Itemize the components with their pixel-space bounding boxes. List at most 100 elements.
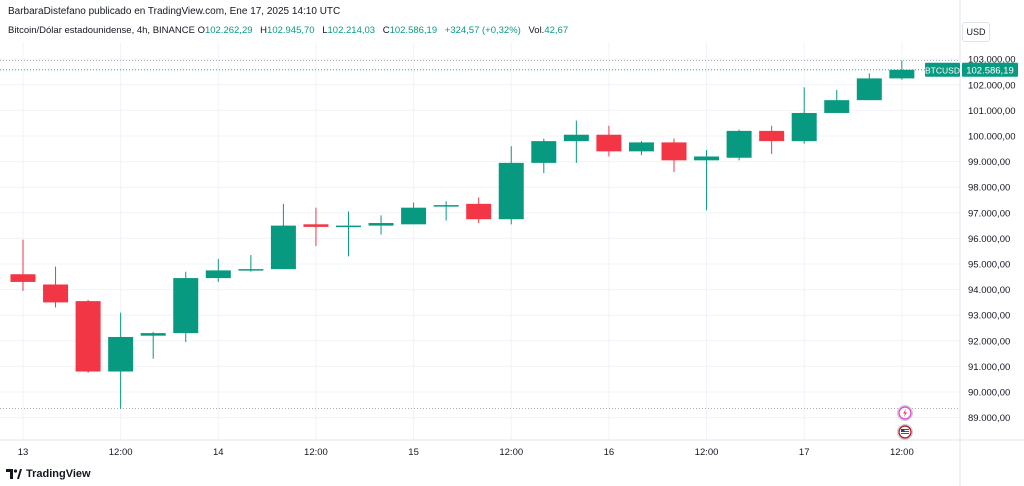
candle-body [270,225,296,270]
candle [531,138,557,174]
symbol-tag [925,62,960,77]
candle-body [628,142,654,152]
candle-body [140,333,166,336]
candles [10,60,915,409]
candle [824,89,850,113]
x-tick-label: 13 [18,447,29,458]
candle [759,125,785,154]
tradingview-footer[interactable]: TradingView [6,468,91,480]
open-label: O [197,25,205,36]
candle [336,211,361,257]
candle-body [108,336,134,372]
candle [368,215,394,235]
change-value: +324,57 (+0,32%) [444,25,521,36]
candle [303,207,329,247]
candle-body [10,274,36,282]
x-tick-label: 12:00 [890,447,914,458]
candle-body [498,162,524,220]
grid [0,42,960,440]
x-tick-label: 12:00 [695,447,719,458]
candle-body [205,270,231,279]
candle [791,87,817,144]
y-tick-label: 99.000,00 [968,157,1010,168]
candle [563,120,589,163]
volume-label: Vol. [528,25,545,36]
x-tick-label: 12:00 [109,447,133,458]
candle-body [889,69,915,79]
candle [628,141,654,156]
volume-value: 42,67 [544,25,569,36]
price-tag-label: 102.586,19 [966,65,1014,76]
candle [498,146,524,225]
y-tick-label: 101.000,00 [968,106,1016,117]
candle [661,138,687,172]
candle [270,203,296,270]
candle-body [856,78,882,101]
candle-body [303,224,329,227]
candle-body [433,205,459,207]
candle-body [466,203,492,220]
candle [173,271,199,343]
symbol-name[interactable]: Bitcoin/Dólar estadounidense, 4h, BINANC… [8,25,195,36]
high-label: H [260,25,268,36]
candle [43,266,69,308]
candle-body [824,100,850,113]
candle-body [336,225,361,228]
candle [108,312,134,409]
low-label: L [322,25,328,36]
candle-body [759,130,785,142]
candle [238,255,264,272]
x-tick-label: 12:00 [499,447,523,458]
y-tick-label: 91.000,00 [968,362,1010,373]
y-tick-label: 89.000,00 [968,413,1010,424]
y-tick-label: 92.000,00 [968,336,1010,347]
candle [889,60,915,80]
candle [596,125,622,157]
candle [466,197,492,224]
x-tick-label: 16 [604,447,615,458]
y-tick-label: 100.000,00 [968,132,1016,143]
candle [140,331,166,359]
y-tick-label: 97.000,00 [968,208,1010,219]
footer-brand: TradingView [26,468,91,480]
close-value: 102.586,19 [389,25,438,36]
candle [433,201,459,221]
x-tick-label: 15 [408,447,419,458]
candle-body [368,223,394,226]
close-label: C [382,25,390,36]
candle-body [694,156,720,161]
candle-body [75,301,101,372]
candle-body [661,142,687,161]
us-flag-event-icon[interactable] [897,424,913,440]
symbol-tag-label: BTCUSD [925,65,960,75]
candle [205,258,231,282]
candle-body [43,284,69,303]
low-value: 102.214,03 [327,25,376,36]
x-tick-label: 12:00 [304,447,328,458]
candle [726,129,752,161]
open-value: 102.262,29 [204,25,253,36]
y-tick-label: 94.000,00 [968,285,1010,296]
candle-body [596,134,622,152]
high-value: 102.945,70 [267,25,315,36]
y-tick-label: 95.000,00 [968,260,1010,271]
y-tick-label: 103.000,00 [968,55,1016,66]
candle-body [531,141,557,163]
candle [10,239,36,291]
x-tick-label: 14 [213,447,224,458]
candle-body [563,134,589,142]
lightning-event-icon[interactable] [897,405,913,421]
price-tag [962,62,1018,77]
candle-body [401,207,427,225]
y-tick-label: 93.000,00 [968,311,1010,322]
candle [401,202,427,225]
candle [75,299,101,373]
x-tick-label: 17 [799,447,810,458]
y-tick-label: 102.000,00 [968,80,1016,91]
candle [694,150,720,211]
y-tick-label: 96.000,00 [968,234,1010,245]
currency-selector[interactable]: USD [962,22,990,42]
candle-body [791,112,817,142]
candle [856,73,882,101]
